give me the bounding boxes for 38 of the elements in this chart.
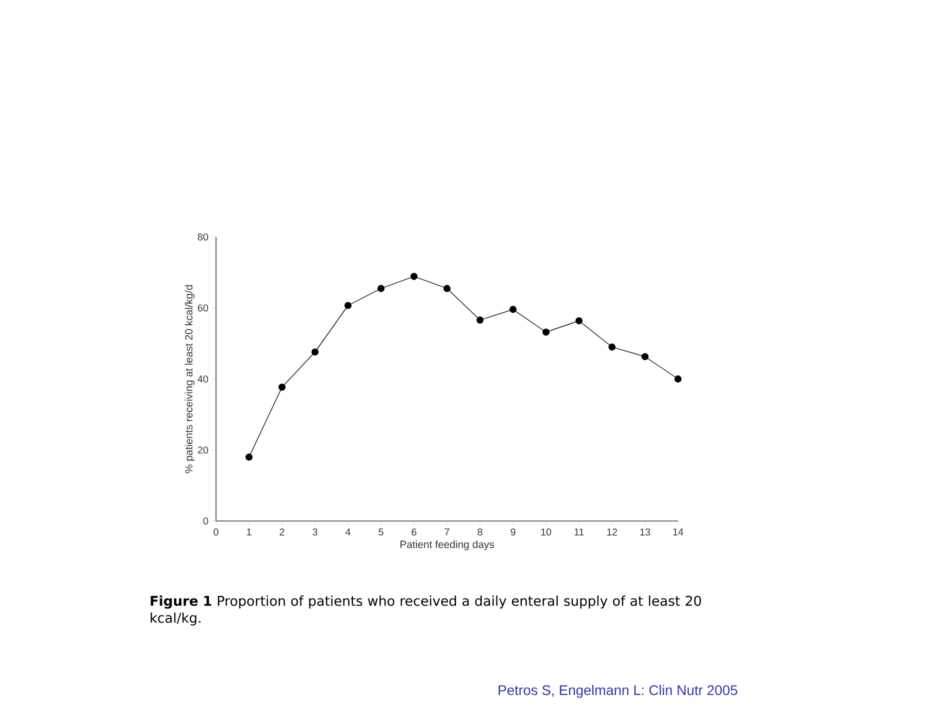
point <box>245 454 253 461</box>
x-tick-label: 12 <box>607 528 618 536</box>
x-tick-label: 0 <box>214 528 218 536</box>
x-tick-label: 4 <box>345 528 350 536</box>
x-tick-label: 1 <box>247 528 252 536</box>
x-tick-label: 11 <box>574 528 584 536</box>
x-axis-title: Patient feeding days <box>400 540 494 550</box>
y-tick-label: 40 <box>198 375 208 383</box>
point <box>575 317 583 324</box>
point <box>278 384 286 391</box>
x-tick-label: 5 <box>378 528 384 536</box>
x-tick-label: 10 <box>541 528 552 536</box>
text: Petros S, Engelmann L: Clin Nutr 2005 <box>498 684 738 698</box>
point <box>509 306 517 313</box>
x-tick-label: 8 <box>478 528 482 536</box>
x-tick-label: 2 <box>280 528 284 536</box>
point <box>344 302 352 310</box>
point <box>641 353 649 360</box>
x-tick-label: 13 <box>640 528 650 536</box>
y-tick-label: 60 <box>198 304 208 312</box>
y-tick-label: 20 <box>198 446 208 454</box>
text: Figure 1 Proportion of patients who received a daily enteral supply of at least 20 kcal/kg. <box>150 596 701 626</box>
point <box>410 272 418 280</box>
x-tick-label: 14 <box>673 528 684 536</box>
point <box>377 284 385 292</box>
x-tick-label: 7 <box>444 528 450 536</box>
point <box>542 328 550 336</box>
point <box>443 284 451 292</box>
x-tick-label: 9 <box>510 528 516 536</box>
point <box>476 316 484 324</box>
y-tick-label: 0 <box>203 517 208 525</box>
x-tick-label: 6 <box>412 528 416 536</box>
x-tick-label: 3 <box>312 528 318 536</box>
point <box>608 343 616 351</box>
point <box>674 375 682 383</box>
y-axis-title: % patients receiving at least 20 kcal/kg/d <box>184 285 195 474</box>
point <box>311 348 319 356</box>
y-tick-label: 80 <box>198 233 208 241</box>
